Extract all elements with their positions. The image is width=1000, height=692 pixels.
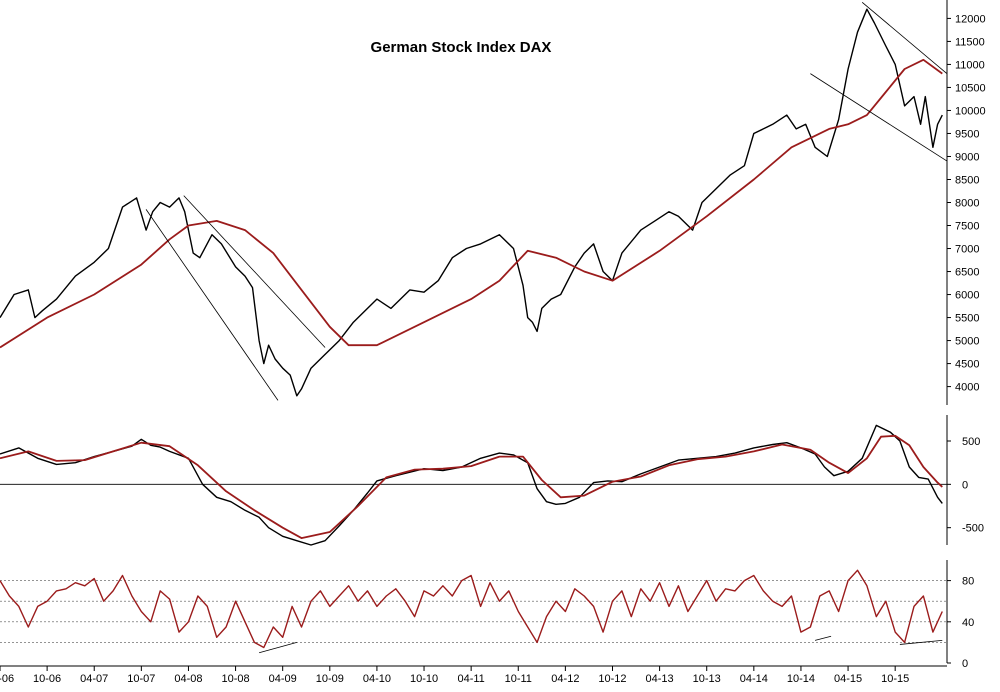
price-y-tick-label: 4000 [955,382,979,394]
price-y-tick-label: 9000 [955,151,979,163]
price-y-tick-label: 11000 [955,59,985,71]
rsi-y-tick-label: 0 [962,658,968,670]
x-tick-label: 10-11 [505,673,532,685]
chart-title: German Stock Index DAX [371,39,552,56]
macd-signal-line [0,434,943,539]
price-y-tick-label: 6000 [955,290,979,302]
rsi-panel: 0 40 80 [0,560,974,670]
price-channel-line [861,1,948,74]
price-y-tick-label: 11500 [955,36,985,48]
price-y-tick-label: 4500 [955,359,979,371]
price-y-tick-label: 5500 [955,313,979,325]
x-tick-label: 04-12 [551,673,579,685]
price-index-line [0,8,943,397]
macd-y-tick-label: 500 [962,436,980,448]
price-y-tick-label: 6500 [955,267,979,279]
x-tick-label: 04-11 [457,673,484,685]
x-axis: 04-06 10-06 04-07 10-07 04-08 10-08 04-09 10-09… [0,665,947,685]
x-tick-label: 04-06 [0,673,14,685]
x-tick-label: 04-13 [646,673,674,685]
price-y-tick-label: 8000 [955,198,979,210]
rsi-trendline [899,639,943,645]
price-channel-line [145,209,279,401]
price-y-tick-label: 8500 [955,174,979,186]
price-y-tick-label: 10000 [955,105,986,117]
rsi-y-tick-label: 80 [962,576,974,588]
price-channel-line [810,73,948,162]
rsi-trendline [814,635,832,641]
macd-y-tick-label: -500 [962,523,984,535]
x-tick-label: 10-07 [127,673,155,685]
x-tick-label: 10-10 [410,673,438,685]
price-channel-line [183,195,326,348]
macd-y-tick-label: 0 [962,479,968,491]
rsi-trendline [259,642,297,654]
x-tick-label: 10-14 [787,673,815,685]
price-y-tick-label: 10500 [955,82,986,94]
price-y-tick-label: 5000 [955,336,979,348]
x-tick-label: 04-10 [363,673,391,685]
x-tick-label: 10-09 [316,673,344,685]
rsi-rsi-line [0,569,943,649]
x-tick-label: 04-14 [740,673,768,685]
price-y-tick-label: 12000 [955,13,986,25]
price-y-tick-label: 7000 [955,244,979,256]
x-tick-label: 10-12 [598,673,626,685]
x-tick-label: 04-15 [834,673,862,685]
price-moving-average-line [0,58,943,349]
x-tick-label: 10-06 [33,673,61,685]
price-panel: 4000 4500 5000 5500 6000 6500 7000 7500 8000 8500… [0,0,986,405]
x-tick-label: 10-08 [222,673,250,685]
macd-panel: -500 0 500 [0,415,984,546]
x-tick-label: 10-15 [881,673,909,685]
price-y-tick-label: 9500 [955,128,979,140]
macd-macd-line [0,424,943,546]
x-tick-label: 04-09 [269,673,297,685]
rsi-y-tick-label: 40 [962,617,974,629]
x-tick-label: 04-08 [174,673,202,685]
x-tick-label: 10-13 [693,673,721,685]
x-tick-label: 04-07 [80,673,108,685]
price-y-tick-label: 7500 [955,221,979,233]
